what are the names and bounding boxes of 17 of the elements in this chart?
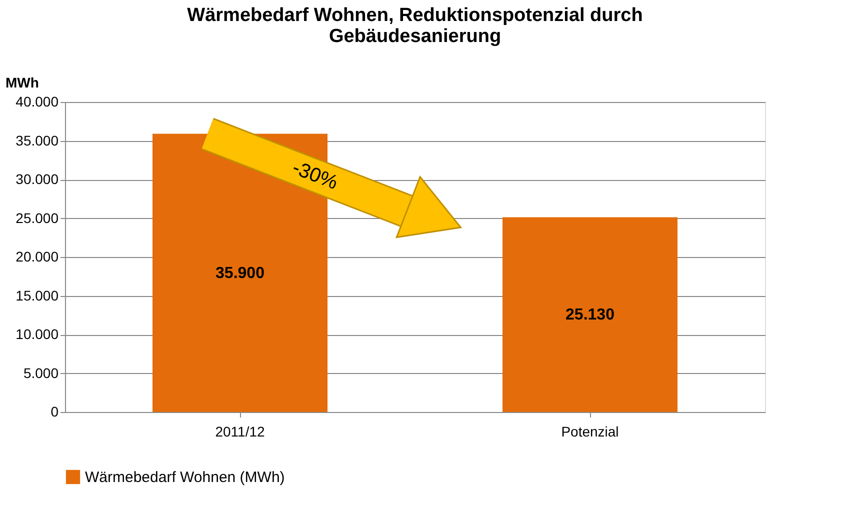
annotation: -30%	[289, 156, 341, 194]
y-tick-label: 20.000	[16, 248, 59, 264]
y-tick-label: 15.000	[16, 287, 59, 304]
data-label: 35.900	[216, 264, 265, 282]
y-tick-label: 35.000	[16, 132, 59, 148]
y-tick-label: 40.000	[16, 94, 59, 110]
x-tick-label: Potenzial	[561, 424, 619, 440]
y-axis-title: MWh	[6, 74, 39, 90]
chart-title: Wärmebedarf Wohnen, Reduktionspotenzial durch Gebäudesanierung	[187, 4, 643, 47]
x-tick-label: 2011/12	[215, 424, 265, 440]
data-label: 25.130	[566, 306, 615, 324]
y-tick-label: 5.000	[23, 364, 59, 381]
y-tick-label: 25.000	[16, 210, 59, 226]
y-tick-label: 10.000	[16, 326, 59, 342]
y-tick-label: 30.000	[16, 171, 59, 187]
legend-label: Wärmebedarf Wohnen (MWh)	[85, 469, 285, 486]
y-tick-label: 0	[50, 404, 59, 420]
